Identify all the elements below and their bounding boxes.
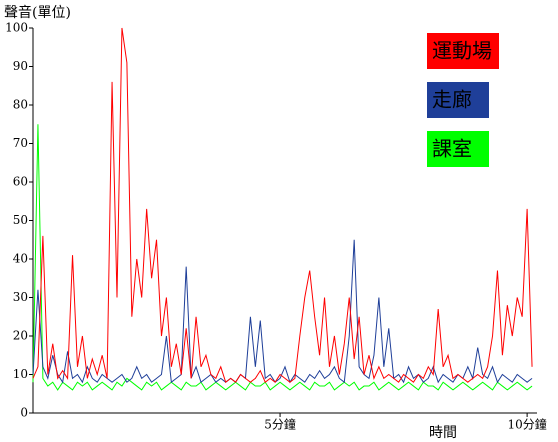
x-axis-label: 時間 bbox=[429, 425, 457, 441]
y-tick-label: 40 bbox=[13, 252, 28, 266]
y-tick-label: 0 bbox=[20, 406, 28, 420]
x-tick-label: 10分鐘 bbox=[507, 417, 546, 432]
y-tick-label: 80 bbox=[13, 98, 28, 112]
legend-swatch bbox=[427, 82, 489, 118]
y-axis-label: 聲音(單位) bbox=[4, 4, 71, 21]
y-tick-label: 50 bbox=[13, 213, 28, 227]
series-line bbox=[32, 27, 533, 384]
legend-text: 課室 bbox=[432, 137, 472, 161]
legend-swatch bbox=[427, 33, 499, 69]
legend-text: 走廊 bbox=[432, 88, 472, 112]
series-line bbox=[32, 239, 533, 384]
y-tick-label: 60 bbox=[13, 175, 28, 189]
x-tick-label: 5分鐘 bbox=[264, 417, 296, 432]
legend-swatch bbox=[427, 131, 489, 167]
legend-text: 運動場 bbox=[432, 39, 492, 63]
series-line bbox=[32, 124, 533, 391]
y-tick-label: 100 bbox=[5, 21, 28, 35]
y-tick-label: 20 bbox=[13, 329, 28, 343]
y-tick-label: 30 bbox=[13, 290, 28, 304]
y-tick-label: 70 bbox=[13, 136, 28, 150]
y-tick-label: 10 bbox=[13, 367, 28, 381]
y-tick-label: 90 bbox=[13, 59, 28, 73]
